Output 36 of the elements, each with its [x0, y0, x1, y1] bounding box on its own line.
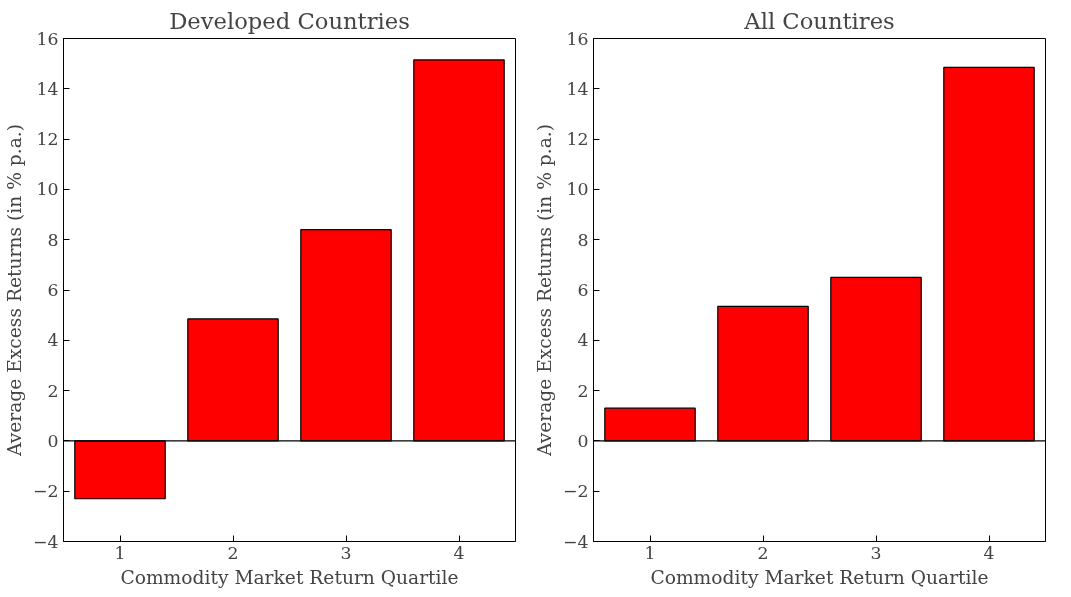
y-tick-label: 12: [36, 129, 59, 150]
x-tick-label: 4: [983, 542, 995, 563]
y-tick-label: −2: [562, 481, 589, 502]
y-tick-label: 14: [36, 78, 59, 99]
y-tick-label: 12: [566, 129, 589, 150]
y-tick-label: 6: [47, 280, 59, 300]
x-axis-title: Commodity Market Return Quartile: [650, 566, 989, 588]
y-tick-label: 4: [577, 330, 589, 351]
y-tick-label: 10: [36, 179, 59, 200]
y-tick-label: 14: [566, 78, 589, 99]
x-tick-label: 2: [227, 542, 239, 563]
y-axis-title: Average Excess Returns (in % p.a.): [3, 123, 25, 458]
y-tick-label: 0: [47, 430, 59, 451]
y-tick-label: 2: [577, 380, 589, 401]
x-axis-title: Commodity Market Return Quartile: [120, 566, 459, 588]
x-tick-label: 2: [757, 542, 769, 563]
y-tick-label: −4: [562, 531, 589, 552]
y-tick-label: 8: [577, 229, 589, 250]
y-tick-label: 4: [47, 330, 59, 351]
x-tick-label: 1: [114, 542, 126, 563]
y-tick-label: 2: [47, 380, 59, 401]
y-tick-label: −2: [32, 481, 59, 502]
x-tick-label: 3: [870, 542, 882, 563]
y-tick-label: 16: [566, 28, 589, 49]
y-axis-title: Average Excess Returns (in % p.a.): [533, 123, 555, 458]
chart-title: Developed Countries: [169, 7, 410, 34]
x-tick-label: 3: [340, 542, 352, 563]
y-tick-label: 0: [577, 430, 589, 451]
x-tick-label: 4: [453, 542, 465, 563]
y-tick-label: 10: [566, 179, 589, 200]
y-tick-label: 16: [36, 28, 59, 49]
y-tick-label: −4: [32, 531, 59, 552]
y-tick-label: 6: [577, 280, 589, 300]
y-tick-label: 8: [47, 229, 59, 250]
chart-title: All Countires: [743, 7, 895, 34]
x-tick-label: 1: [644, 542, 656, 563]
